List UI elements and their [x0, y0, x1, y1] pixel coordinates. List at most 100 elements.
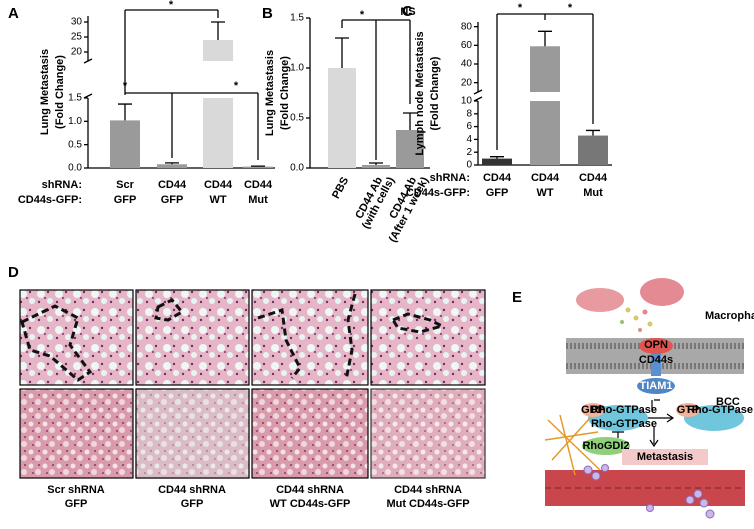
y-tick-label: 1.5: [68, 93, 82, 104]
y-axis-title: Lymph node Metastasis: [414, 31, 426, 155]
y-tick-label: 0.5: [290, 113, 304, 124]
y-tick-label: 60: [461, 40, 473, 51]
bar: [328, 68, 356, 168]
x-tick-label: Scr: [116, 179, 134, 191]
error-bar: [211, 22, 225, 40]
y-tick-label: 8: [466, 108, 472, 119]
caption: GFP: [65, 498, 88, 510]
error-bar: [538, 31, 552, 46]
error-bar: [586, 130, 600, 135]
error-bar: [490, 157, 504, 159]
x-tick-label: WT: [209, 194, 226, 206]
x-tick-label: GFP: [114, 194, 137, 206]
captions: Scr shRNA GFP CD44 shRNA GFP CD44 shRNA WT CD…: [47, 484, 469, 510]
label: Metastasis: [637, 451, 693, 463]
x-tick-label: CD44: [579, 172, 608, 184]
panel-d: D Scr shRNA GFP CD44 shRNA GFP CD44 shRNA WT …: [8, 264, 485, 510]
panel-letter: D: [8, 264, 19, 281]
y-axis-title: Lung Metastasis: [264, 50, 276, 136]
image: [371, 290, 485, 385]
panel-letter: B: [262, 5, 273, 22]
row-label: shRNA:: [430, 172, 470, 184]
y-tick-label: 1.0: [68, 116, 82, 127]
caption: Scr shRNA: [47, 484, 105, 496]
image: [20, 290, 133, 385]
image: [371, 389, 485, 478]
caption: Mut CD44s-GFP: [386, 498, 469, 510]
caption: CD44 shRNA: [158, 484, 226, 496]
x-tick-label: PBS: [330, 175, 351, 201]
x-tick-label: CD44: [204, 179, 233, 191]
row-label: shRNA:: [42, 179, 82, 191]
caption: GFP: [181, 498, 204, 510]
y-tick-label: 0.5: [68, 139, 82, 150]
image: [136, 290, 249, 385]
y-tick-label: 6: [466, 121, 472, 132]
annotation: *: [568, 2, 573, 14]
label: OPN: [644, 339, 668, 351]
caption: WT CD44s-GFP: [270, 498, 351, 510]
y-tick-label: 40: [461, 59, 473, 70]
image: [252, 389, 368, 478]
y-tick-label: 30: [71, 17, 83, 28]
label: Rho-GTPase: [591, 404, 657, 416]
image: [136, 389, 249, 478]
caption: CD44 shRNA: [276, 484, 344, 496]
bar: [243, 167, 273, 168]
x-tick-label: CD44: [483, 172, 512, 184]
error-bar: [118, 104, 132, 120]
y-tick-label: 20: [461, 77, 473, 88]
label: TIAM1: [640, 380, 673, 392]
annotation: *: [169, 0, 174, 11]
error-bar: [165, 163, 179, 164]
label: Rho-GTPase: [591, 418, 657, 430]
y-tick-label: 10: [461, 96, 473, 107]
x-tick-label: Mut: [583, 187, 603, 199]
bar: [362, 165, 390, 168]
y-tick-label: 0.0: [290, 163, 304, 174]
y-tick-label: 2: [466, 147, 472, 158]
histology-images: [20, 290, 485, 478]
annotation: *: [234, 80, 239, 92]
axis-break: [474, 90, 482, 101]
inhibition: [612, 432, 624, 438]
label: Rho-GTPase: [687, 404, 753, 416]
y-tick-label: 4: [466, 134, 472, 145]
bar-upper: [530, 46, 560, 92]
macrophage-cell: [640, 278, 684, 306]
annotation: *: [123, 80, 128, 92]
y-tick-label: 80: [461, 21, 473, 32]
row-label: CD44s-GFP:: [18, 194, 82, 206]
y-tick-label: 20: [71, 47, 83, 58]
y-axis-title: Lung Metastasis: [39, 49, 51, 135]
y-tick-label: 0.0: [68, 163, 82, 174]
annotation: *: [518, 2, 523, 14]
bar: [482, 159, 512, 165]
axis-break: [84, 59, 92, 98]
y-tick-label: 1.0: [290, 63, 304, 74]
label: CD44s: [639, 354, 673, 366]
error-bar: [335, 38, 349, 68]
annotation: *: [360, 9, 365, 21]
x-tick-label: GFP: [161, 194, 184, 206]
bar: [157, 164, 187, 168]
bar: [530, 101, 560, 165]
y-axis-title: (Fold Change): [54, 55, 66, 129]
y-axis-title: (Fold Change): [279, 56, 291, 130]
x-tick-label: GFP: [486, 187, 509, 199]
bar: [110, 120, 140, 168]
x-tick-label: CD44: [244, 179, 273, 191]
x-tick-label: Mut: [248, 194, 268, 206]
y-tick-label: 0: [466, 160, 472, 171]
panel-e: E Macrophage OPN CD44s TIAM1 BCC GDP Rho…: [512, 278, 754, 518]
label: Macrophage: [705, 310, 754, 322]
bar-upper: [203, 40, 233, 61]
row-label: CD44s-GFP:: [406, 187, 470, 199]
y-tick-label: 25: [71, 32, 83, 43]
panel-letter: E: [512, 289, 522, 306]
